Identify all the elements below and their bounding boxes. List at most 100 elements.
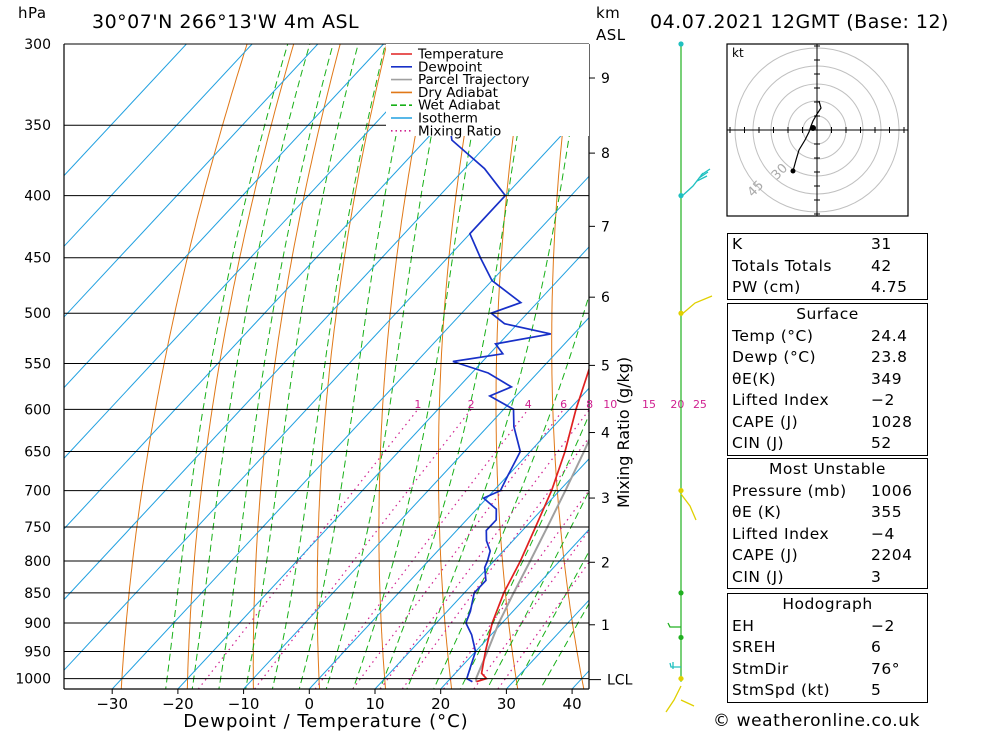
x-tick-label: 20 (431, 695, 450, 713)
pressure-tick-label: 350 (24, 118, 51, 134)
most-unstable-index-value: −4 (871, 524, 895, 543)
wind-level-marker (678, 675, 684, 682)
dry-adiabat-line (186, 44, 295, 689)
dry-adiabat-line (945, 26, 1000, 704)
most-unstable-index-row: Lifted Index −4 (728, 524, 928, 546)
mixing-ratio-label: 1 (414, 398, 421, 411)
isotherm-line (111, 175, 589, 689)
index-value: 31 (871, 235, 892, 253)
hodograph-index-label: EH (732, 616, 755, 635)
km-label: km (596, 4, 621, 22)
wet-adiabat-line (325, 44, 450, 689)
most-unstable-table: Most Unstable Pressure (mb) 1006 θE (K) 355… (727, 458, 928, 589)
x-axis-label: Dewpoint / Temperature (°C) (183, 711, 468, 732)
pressure-tick-label: 300 (24, 37, 51, 53)
wind-barb (680, 295, 713, 316)
hodograph-index-label: StmDir (732, 659, 789, 678)
wind-level-marker (678, 193, 684, 199)
mixing-ratio-line (401, 436, 589, 689)
index-label: Totals Totals (732, 256, 832, 275)
most-unstable-index-label: CIN (J) (732, 567, 785, 586)
hodograph-table: Hodograph EH −2 SREH 6 StmDir 76° StmSpd (kt) 5 (727, 593, 928, 703)
wind-level-marker (678, 41, 684, 47)
x-tick-label: −30 (96, 695, 128, 713)
sounding-datetime: 04.07.2021 12GMT (Base: 12) (650, 11, 949, 33)
wet-adiabat-line (165, 44, 289, 689)
wet-adiabat-line (245, 44, 359, 689)
dry-adiabat-line (252, 44, 341, 689)
mixing-ratio-label: 2 (468, 398, 475, 411)
isotherm-line (64, 44, 450, 459)
wind-barb (680, 493, 697, 521)
legend-label-temperature: Temperature (417, 47, 504, 63)
mixing-ratio-line (497, 561, 589, 689)
asl-label: ASL (596, 26, 626, 44)
wet-adiabat-line (539, 602, 589, 689)
km-tick-label: 6 (601, 290, 610, 306)
pressure-tick-label: 800 (24, 554, 51, 570)
wind-level-marker (678, 634, 684, 641)
pressure-tick-label: 550 (24, 356, 51, 372)
pressure-tick-label: 450 (24, 251, 51, 267)
wind-barb-feather (700, 168, 711, 176)
temperature-line (476, 366, 589, 683)
station-location: 30°07'N 266°13'W 4m ASL (92, 11, 360, 33)
hodograph-index-value: 76° (871, 659, 900, 678)
lcl-label: LCL (607, 673, 633, 689)
surface-index-label: θE(K) (732, 369, 777, 388)
km-tick-label: 2 (601, 555, 610, 571)
surface-index-value: 349 (871, 369, 903, 388)
isotherm-line (242, 316, 589, 689)
km-tick-label: 1 (601, 618, 610, 634)
surface-index-row: θE(K) 349 (728, 369, 928, 391)
surface-index-row: Temp (°C) 24.4 (728, 326, 928, 348)
mixing-ratio-label: 10 (603, 398, 617, 411)
legend-label-mixing-ratio: Mixing Ratio (418, 123, 501, 139)
mixing-ratio-label: 20 (670, 398, 684, 411)
wet-adiabat-line (352, 44, 489, 689)
x-tick-label: 10 (365, 695, 384, 713)
pressure-unit-label: hPa (18, 4, 47, 22)
surface-index-row: CIN (J) 52 (728, 433, 928, 455)
most-unstable-index-label: Lifted Index (732, 524, 830, 543)
most-unstable-index-row: CIN (J) 3 (728, 567, 928, 589)
most-unstable-index-row: Pressure (mb) 1006 (728, 481, 928, 503)
dry-adiabat-line (658, 26, 720, 704)
indices-top-table: K 31 Totals Totals 42 PW (cm) 4.75 (727, 233, 928, 300)
legend-label-isotherm: Isotherm (418, 111, 478, 127)
dry-adiabat-line (991, 26, 1000, 704)
hodograph-index-value: 6 (871, 638, 882, 656)
x-tick-label: −20 (162, 695, 194, 713)
pressure-tick-label: 1000 (15, 672, 51, 688)
surface-title: Surface (796, 305, 859, 323)
index-label: PW (cm) (732, 278, 801, 296)
wet-adiabat-line (513, 550, 589, 689)
surface-index-row: CAPE (J) 1028 (728, 412, 928, 434)
parcel-trajectory-line (474, 437, 589, 682)
wet-adiabat-line (298, 44, 417, 689)
wind-barb-feather (680, 699, 695, 707)
index-row: K 31 (728, 234, 928, 256)
surface-index-label: Temp (°C) (732, 326, 814, 345)
hodograph-index-row: EH −2 (728, 616, 928, 638)
most-unstable-index-label: θE (K) (732, 503, 782, 521)
pressure-tick-label: 950 (24, 645, 51, 661)
surface-index-label: Dewp (°C) (732, 348, 817, 366)
wind-barb-feather (698, 171, 709, 179)
most-unstable-index-value: 355 (871, 503, 903, 521)
wet-adiabat-line (191, 44, 311, 689)
surface-index-value: 1028 (871, 412, 913, 431)
most-unstable-index-label: CAPE (J) (732, 546, 799, 564)
mixing-ratio-label: 4 (525, 398, 532, 411)
wind-profile (665, 41, 713, 713)
isotherm-line (64, 44, 253, 248)
surface-index-label: CIN (J) (732, 434, 785, 452)
most-unstable-index-row: CAPE (J) 2204 (728, 545, 928, 567)
index-label: K (732, 235, 743, 253)
most-unstable-index-value: 3 (871, 567, 882, 586)
wind-barb (667, 622, 681, 628)
most-unstable-index-value: 1006 (871, 481, 913, 500)
km-tick-label: 5 (601, 358, 610, 374)
